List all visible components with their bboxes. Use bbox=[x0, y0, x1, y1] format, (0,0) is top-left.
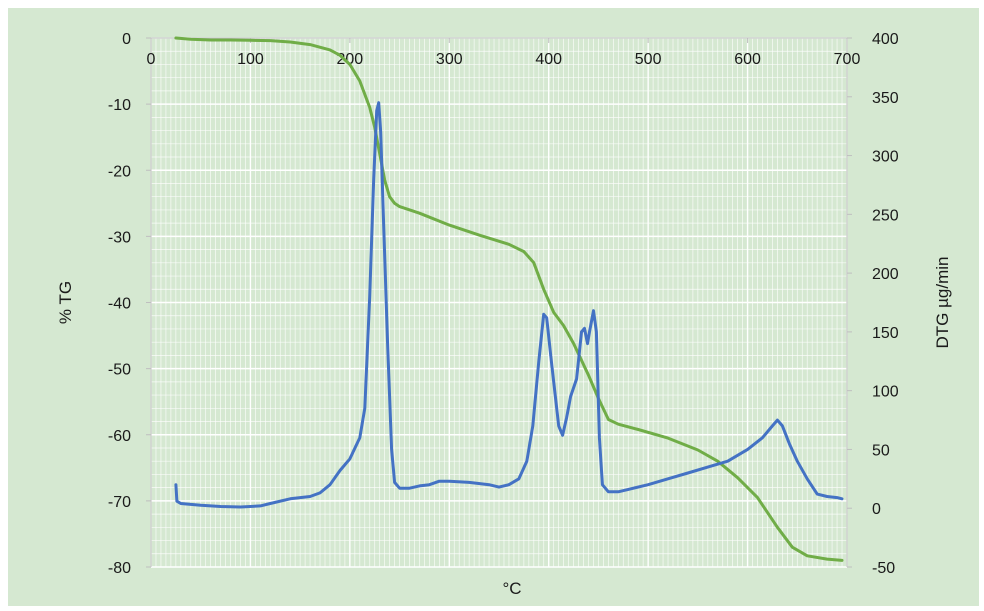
y-right-tick-label: 350 bbox=[872, 90, 899, 107]
y-right-tick-label: 200 bbox=[872, 266, 899, 283]
chart-area: 0 100 200 300 400 500 600 700 0 -10 -20 -30 -40 -50 -6… bbox=[8, 8, 979, 606]
y-left-tick-label: -20 bbox=[108, 163, 131, 180]
x-tick-label: 400 bbox=[535, 51, 562, 68]
y-left-tick-label: -80 bbox=[108, 560, 131, 577]
y-right-axis-title: DTG µg/min bbox=[933, 257, 952, 349]
y-right-tick-label: 50 bbox=[872, 442, 890, 459]
x-tick-label: 300 bbox=[436, 51, 463, 68]
y-left-tick-label: 0 bbox=[122, 31, 131, 48]
y-right-tick-label: 0 bbox=[872, 501, 881, 518]
y-left-tick-label: -60 bbox=[108, 428, 131, 445]
y-left-tick-label: -50 bbox=[108, 362, 131, 379]
y-right-tick-label: 300 bbox=[872, 149, 899, 166]
tg-series-line bbox=[174, 36, 844, 562]
y-right-tick-label: 400 bbox=[872, 31, 899, 48]
x-tick-label: 700 bbox=[834, 51, 861, 68]
y-left-tick-label: -40 bbox=[108, 296, 131, 313]
x-tick-label: 0 bbox=[147, 51, 156, 68]
y-right-tick-label: 250 bbox=[872, 207, 899, 224]
x-tick-label: 100 bbox=[237, 51, 264, 68]
x-tick-label: 200 bbox=[337, 51, 364, 68]
y-left-tick-label: -70 bbox=[108, 494, 131, 511]
y-right-tick-label: 150 bbox=[872, 325, 899, 342]
y-left-axis-title: % TG bbox=[56, 281, 75, 324]
x-tick-label: 600 bbox=[734, 51, 761, 68]
y-left-tick-label: -30 bbox=[108, 229, 131, 246]
y-right-tick-label: -50 bbox=[872, 560, 895, 577]
x-tick-label: 500 bbox=[635, 51, 662, 68]
chart-svg: 0 100 200 300 400 500 600 7000-10-20-30-40-50-6… bbox=[56, 31, 952, 598]
dtg-series-line bbox=[174, 101, 844, 509]
x-axis-title: °C bbox=[502, 579, 521, 598]
y-right-tick-label: 100 bbox=[872, 384, 899, 401]
y-left-tick-label: -10 bbox=[108, 97, 131, 114]
